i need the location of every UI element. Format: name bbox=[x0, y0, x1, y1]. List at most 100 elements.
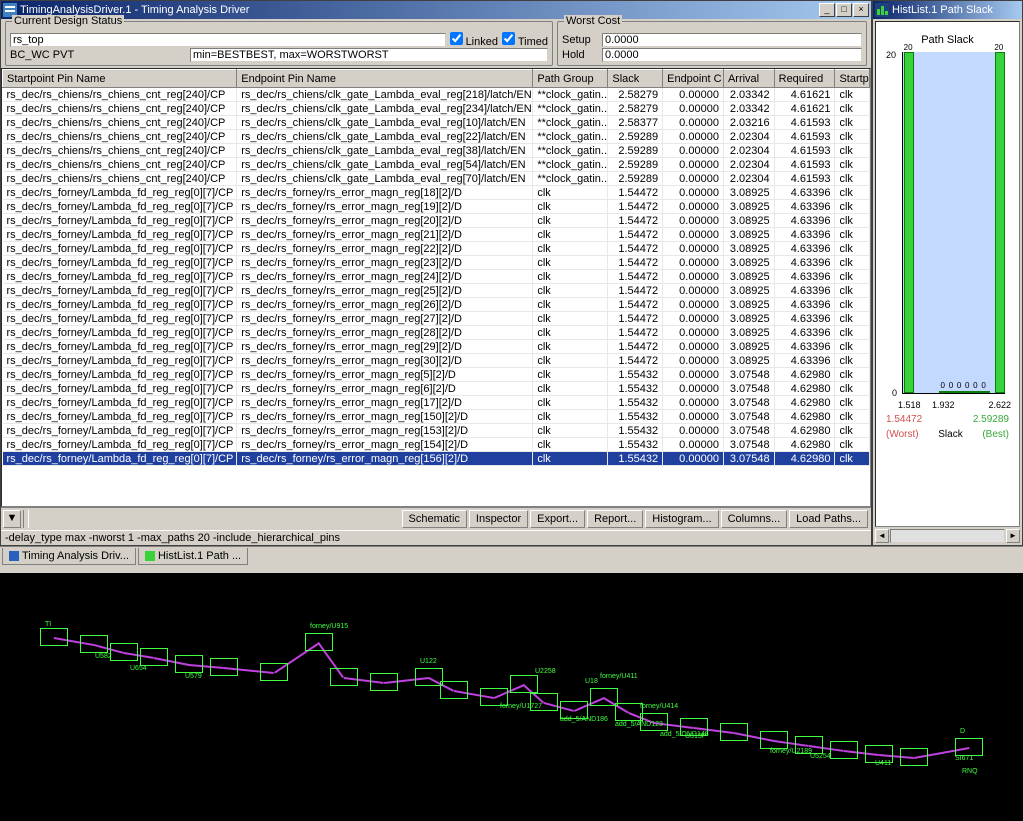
schematic-view[interactable]: TIU582U654U579forney/U915U122forney/U172… bbox=[0, 573, 1023, 821]
table-row[interactable]: rs_dec/rs_forney/Lambda_fd_reg_reg[0][7]… bbox=[3, 284, 870, 298]
paths-table-container[interactable]: Startpoint Pin NameEndpoint Pin NamePath… bbox=[1, 68, 871, 507]
gate[interactable] bbox=[210, 658, 238, 676]
cell: clk bbox=[835, 172, 870, 186]
histogram-button[interactable]: Histogram... bbox=[645, 510, 718, 528]
gate[interactable] bbox=[955, 738, 983, 756]
table-row[interactable]: rs_dec/rs_forney/Lambda_fd_reg_reg[0][7]… bbox=[3, 270, 870, 284]
hist-bar[interactable] bbox=[904, 52, 914, 393]
cell: clk bbox=[533, 424, 608, 438]
gate[interactable] bbox=[140, 648, 168, 666]
gate[interactable] bbox=[440, 681, 468, 699]
col-header[interactable]: Endpoint Pin Name bbox=[237, 70, 533, 88]
col-header[interactable]: Path Group bbox=[533, 70, 608, 88]
cell: clk bbox=[533, 438, 608, 452]
cell: rs_dec/rs_forney/rs_error_magn_reg[25][2… bbox=[237, 284, 533, 298]
cell: 1.55432 bbox=[608, 396, 663, 410]
gate[interactable] bbox=[615, 703, 643, 721]
gate[interactable] bbox=[590, 688, 618, 706]
load-paths-button[interactable]: Load Paths... bbox=[789, 510, 868, 528]
gate[interactable] bbox=[260, 663, 288, 681]
design-status-legend: Current Design Status bbox=[12, 15, 124, 27]
cell: rs_dec/rs_forney/rs_error_magn_reg[19][2… bbox=[237, 200, 533, 214]
table-row[interactable]: rs_dec/rs_forney/Lambda_fd_reg_reg[0][7]… bbox=[3, 242, 870, 256]
col-header[interactable]: Endpoint C bbox=[663, 70, 724, 88]
table-row[interactable]: rs_dec/rs_chiens/rs_chiens_cnt_reg[240]/… bbox=[3, 130, 870, 144]
table-row[interactable]: rs_dec/rs_chiens/rs_chiens_cnt_reg[240]/… bbox=[3, 144, 870, 158]
maximize-button[interactable]: □ bbox=[836, 3, 852, 17]
gate[interactable] bbox=[110, 643, 138, 661]
columns-button[interactable]: Columns... bbox=[721, 510, 788, 528]
tab[interactable]: Timing Analysis Driv... bbox=[2, 548, 136, 565]
tab-label: Timing Analysis Driv... bbox=[22, 550, 129, 562]
gate[interactable] bbox=[415, 668, 443, 686]
table-row[interactable]: rs_dec/rs_forney/Lambda_fd_reg_reg[0][7]… bbox=[3, 326, 870, 340]
schematicbutton[interactable]: Schematic bbox=[402, 510, 467, 528]
tab[interactable]: HistList.1 Path ... bbox=[138, 548, 248, 565]
table-row[interactable]: rs_dec/rs_forney/Lambda_fd_reg_reg[0][7]… bbox=[3, 452, 870, 466]
command-line[interactable]: -delay_type max -nworst 1 -max_paths 20 … bbox=[1, 530, 871, 545]
hist-best-val: 2.59289 bbox=[973, 414, 1009, 425]
scroll-left-button[interactable]: ◄ bbox=[875, 529, 889, 543]
table-row[interactable]: rs_dec/rs_forney/Lambda_fd_reg_reg[0][7]… bbox=[3, 214, 870, 228]
hist-bar[interactable] bbox=[995, 52, 1005, 393]
table-row[interactable]: rs_dec/rs_forney/Lambda_fd_reg_reg[0][7]… bbox=[3, 228, 870, 242]
table-row[interactable]: rs_dec/rs_forney/Lambda_fd_reg_reg[0][7]… bbox=[3, 438, 870, 452]
gate[interactable] bbox=[80, 635, 108, 653]
table-row[interactable]: rs_dec/rs_chiens/rs_chiens_cnt_reg[240]/… bbox=[3, 172, 870, 186]
timed-checkbox[interactable]: Timed bbox=[502, 32, 548, 48]
cell: clk bbox=[533, 312, 608, 326]
gate[interactable] bbox=[330, 668, 358, 686]
hist-bar[interactable] bbox=[980, 391, 990, 393]
table-row[interactable]: rs_dec/rs_forney/Lambda_fd_reg_reg[0][7]… bbox=[3, 396, 870, 410]
table-row[interactable]: rs_dec/rs_forney/Lambda_fd_reg_reg[0][7]… bbox=[3, 256, 870, 270]
table-row[interactable]: rs_dec/rs_forney/Lambda_fd_reg_reg[0][7]… bbox=[3, 368, 870, 382]
gate[interactable] bbox=[175, 655, 203, 673]
gate-label: U315P bbox=[685, 733, 706, 740]
dropdown-button[interactable]: ▼ bbox=[3, 510, 21, 528]
table-row[interactable]: rs_dec/rs_forney/Lambda_fd_reg_reg[0][7]… bbox=[3, 186, 870, 200]
gate[interactable] bbox=[370, 673, 398, 691]
gate-label: U18 bbox=[585, 678, 598, 685]
gate[interactable] bbox=[510, 675, 538, 693]
report-button[interactable]: Report... bbox=[587, 510, 643, 528]
table-row[interactable]: rs_dec/rs_forney/Lambda_fd_reg_reg[0][7]… bbox=[3, 340, 870, 354]
table-row[interactable]: rs_dec/rs_forney/Lambda_fd_reg_reg[0][7]… bbox=[3, 298, 870, 312]
col-header[interactable]: Startp bbox=[835, 70, 870, 88]
table-row[interactable]: rs_dec/rs_forney/Lambda_fd_reg_reg[0][7]… bbox=[3, 382, 870, 396]
table-row[interactable]: rs_dec/rs_forney/Lambda_fd_reg_reg[0][7]… bbox=[3, 200, 870, 214]
close-button[interactable]: × bbox=[853, 3, 869, 17]
col-header[interactable]: Arrival bbox=[723, 70, 774, 88]
scroll-right-button[interactable]: ► bbox=[1006, 529, 1020, 543]
cell: 4.63396 bbox=[774, 340, 835, 354]
gate[interactable] bbox=[720, 723, 748, 741]
export-button[interactable]: Export... bbox=[530, 510, 585, 528]
gate[interactable] bbox=[305, 633, 333, 651]
hist-plot[interactable]: 20 0 2000000020 1.518 1.932 2.622 bbox=[884, 52, 1011, 412]
cell: rs_dec/rs_forney/Lambda_fd_reg_reg[0][7]… bbox=[3, 452, 237, 466]
col-header[interactable]: Required bbox=[774, 70, 835, 88]
table-row[interactable]: rs_dec/rs_chiens/rs_chiens_cnt_reg[240]/… bbox=[3, 102, 870, 116]
table-row[interactable]: rs_dec/rs_chiens/rs_chiens_cnt_reg[240]/… bbox=[3, 116, 870, 130]
table-row[interactable]: rs_dec/rs_forney/Lambda_fd_reg_reg[0][7]… bbox=[3, 410, 870, 424]
table-row[interactable]: rs_dec/rs_forney/Lambda_fd_reg_reg[0][7]… bbox=[3, 312, 870, 326]
gate[interactable] bbox=[40, 628, 68, 646]
gate[interactable] bbox=[830, 741, 858, 759]
gate[interactable] bbox=[900, 748, 928, 766]
linked-checkbox[interactable]: Linked bbox=[450, 32, 498, 48]
minimize-button[interactable]: _ bbox=[819, 3, 835, 17]
cell: 3.08925 bbox=[723, 256, 774, 270]
gate-label: U579 bbox=[185, 673, 202, 680]
col-header[interactable]: Startpoint Pin Name bbox=[3, 70, 237, 88]
col-header[interactable]: Slack bbox=[608, 70, 663, 88]
table-row[interactable]: rs_dec/rs_chiens/rs_chiens_cnt_reg[240]/… bbox=[3, 158, 870, 172]
inspectorbutton[interactable]: Inspector bbox=[469, 510, 528, 528]
main-titlebar[interactable]: TimingAnalysisDriver.1 - Timing Analysis… bbox=[1, 1, 871, 19]
hist-scrollbar[interactable]: ◄ ► bbox=[873, 529, 1022, 545]
table-row[interactable]: rs_dec/rs_forney/Lambda_fd_reg_reg[0][7]… bbox=[3, 354, 870, 368]
cell: 0.00000 bbox=[663, 270, 724, 284]
hist-titlebar[interactable]: HistList.1 Path Slack bbox=[873, 1, 1022, 19]
gate[interactable] bbox=[760, 731, 788, 749]
table-row[interactable]: rs_dec/rs_chiens/rs_chiens_cnt_reg[240]/… bbox=[3, 88, 870, 102]
table-row[interactable]: rs_dec/rs_forney/Lambda_fd_reg_reg[0][7]… bbox=[3, 424, 870, 438]
scroll-track[interactable] bbox=[890, 529, 1005, 543]
